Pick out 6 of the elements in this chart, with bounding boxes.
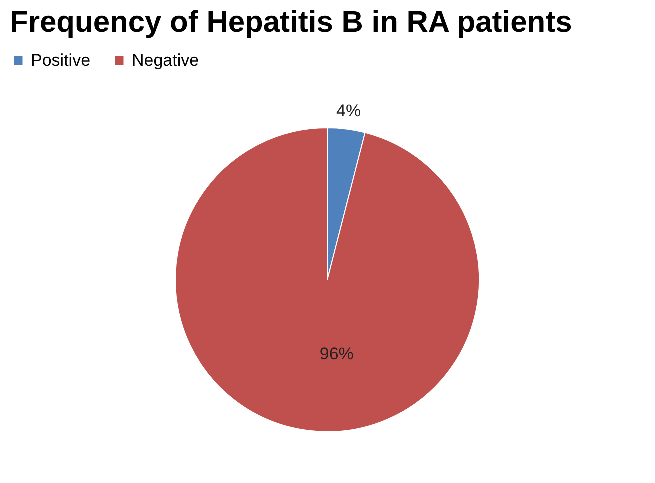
- pie-slice: [175, 128, 480, 432]
- chart-title: Frequency of Hepatitis B in RA patients: [10, 6, 572, 39]
- legend-label: Negative: [132, 50, 200, 70]
- data-label: 4%: [336, 101, 362, 120]
- data-label: 96%: [320, 344, 354, 364]
- legend-label: Positive: [31, 50, 91, 70]
